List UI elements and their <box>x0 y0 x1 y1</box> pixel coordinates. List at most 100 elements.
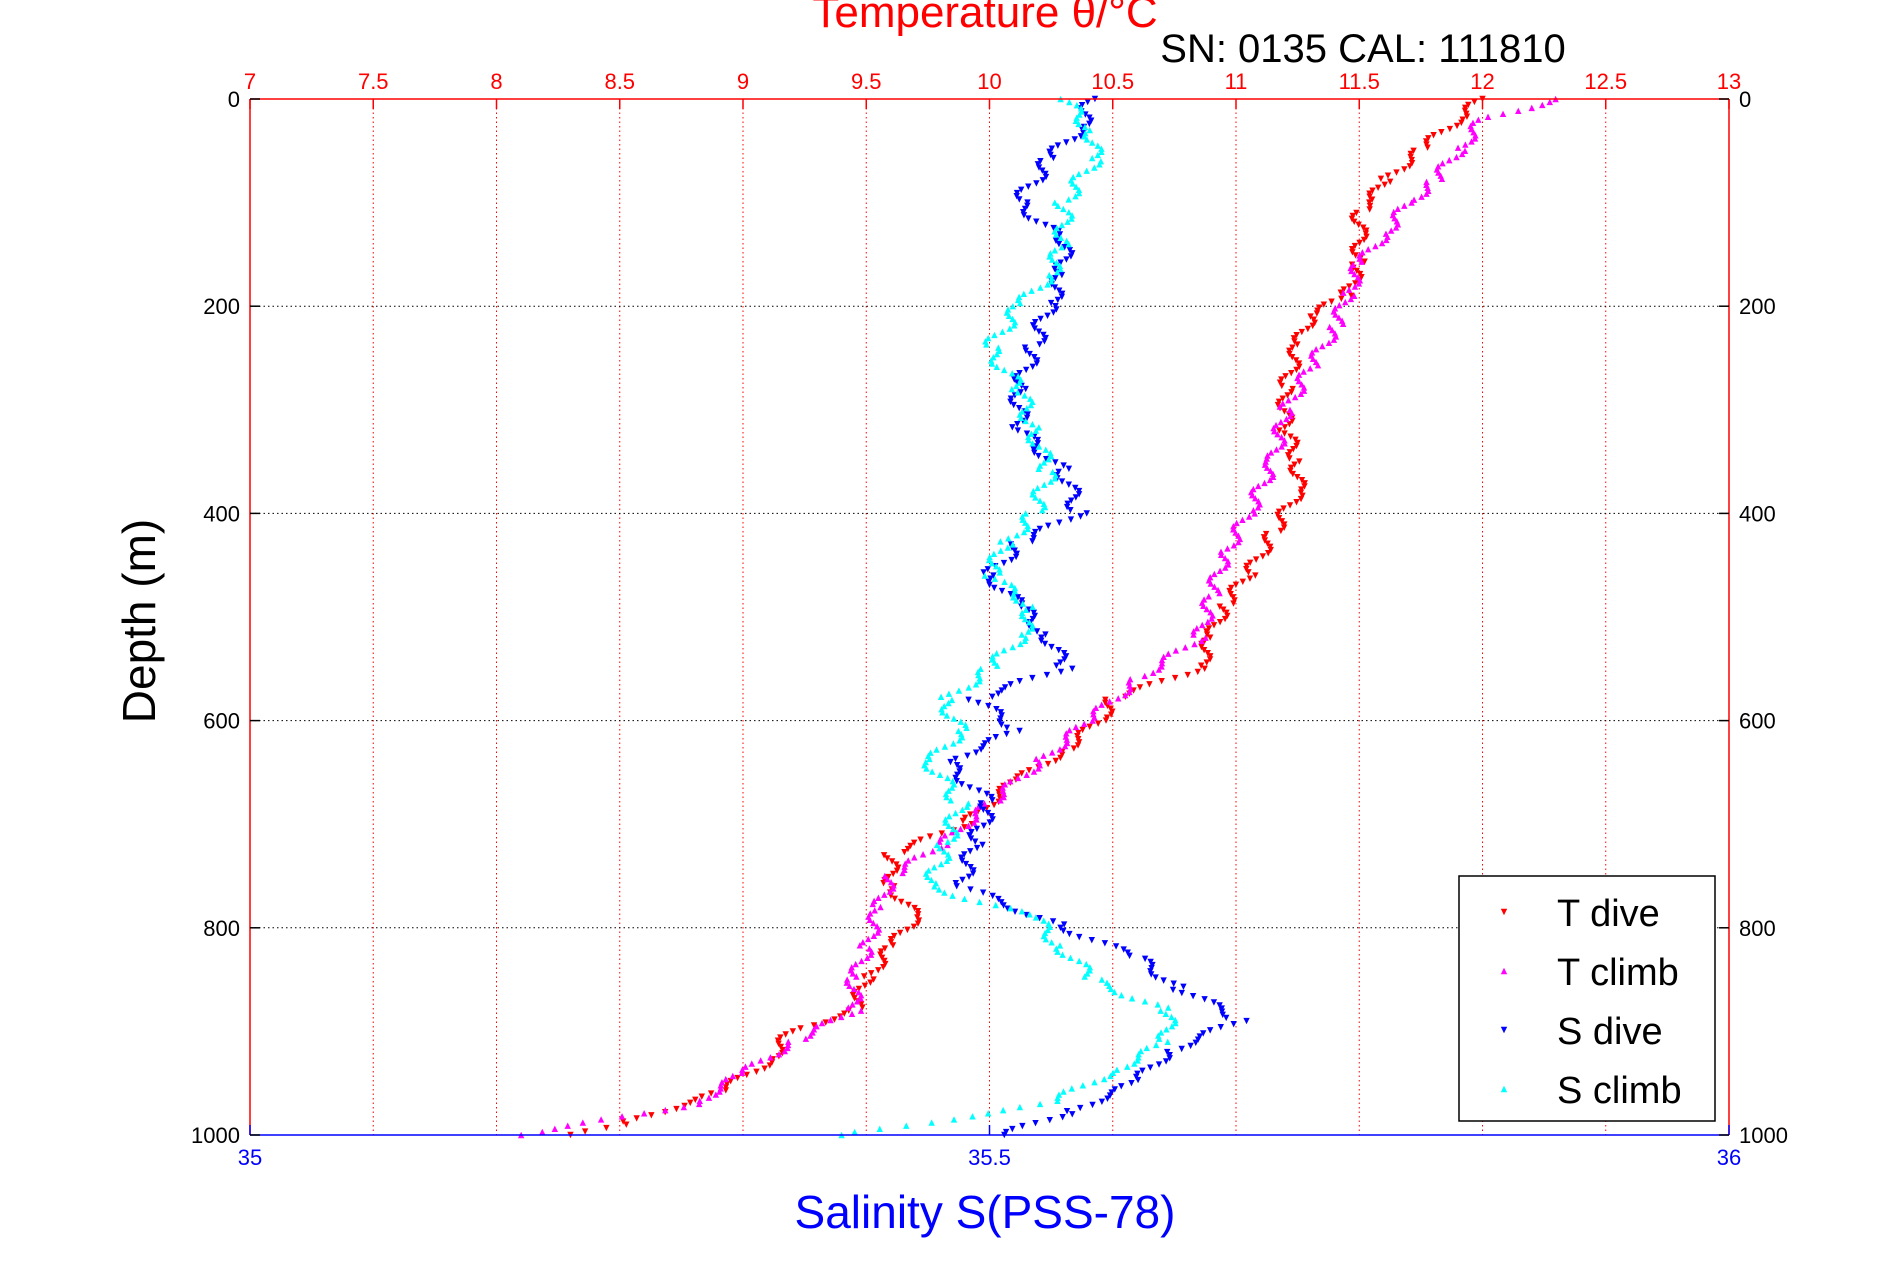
data-point <box>989 892 996 900</box>
data-point <box>1089 1101 1096 1109</box>
data-point <box>1286 455 1293 462</box>
data-point <box>991 575 999 582</box>
data-point <box>996 566 1003 573</box>
data-point <box>919 851 927 858</box>
bottom-tick-label: 36 <box>1717 1145 1741 1170</box>
data-point <box>1252 556 1260 563</box>
top-tick-label: 11.5 <box>1339 69 1380 94</box>
data-point <box>1052 275 1059 282</box>
data-point <box>1289 470 1297 478</box>
data-point <box>551 1125 559 1132</box>
data-point <box>1042 631 1049 638</box>
data-point <box>1016 196 1023 203</box>
data-point <box>1044 281 1051 288</box>
data-point <box>1191 640 1198 648</box>
data-point <box>965 873 973 880</box>
data-point <box>1289 354 1296 361</box>
data-point <box>848 1010 856 1017</box>
data-point <box>1057 265 1064 273</box>
data-point <box>1014 420 1021 428</box>
data-point <box>1054 948 1061 955</box>
data-point <box>1203 659 1210 666</box>
data-point <box>928 876 935 884</box>
data-point <box>1210 622 1218 629</box>
data-point <box>1309 322 1316 330</box>
data-point <box>1014 774 1022 782</box>
data-point <box>1243 1017 1250 1025</box>
data-point <box>1032 914 1040 921</box>
data-point <box>1406 163 1413 170</box>
data-point <box>1232 581 1240 589</box>
data-point <box>1281 440 1288 447</box>
data-point <box>1065 465 1073 472</box>
data-point <box>1351 283 1359 290</box>
data-point <box>831 1016 838 1023</box>
data-point <box>898 898 905 906</box>
data-point <box>973 816 980 823</box>
data-point <box>1326 323 1333 331</box>
data-point <box>1172 1019 1179 1027</box>
data-point <box>889 942 897 949</box>
data-point <box>1178 989 1186 997</box>
data-point <box>1124 1063 1131 1070</box>
data-point <box>891 895 898 902</box>
data-point <box>1098 1098 1106 1106</box>
data-point <box>870 919 877 927</box>
data-point <box>1184 671 1191 679</box>
data-point <box>972 838 979 845</box>
data-point <box>1079 726 1086 734</box>
data-point <box>1194 668 1201 676</box>
data-point <box>1216 603 1224 610</box>
data-point <box>948 696 956 704</box>
data-point <box>1044 312 1051 319</box>
data-point <box>985 556 993 564</box>
data-point <box>1222 564 1229 571</box>
data-point <box>973 825 981 833</box>
data-point <box>1014 389 1021 396</box>
data-point <box>1030 487 1037 495</box>
data-point <box>1039 507 1046 514</box>
data-point <box>849 1001 856 1008</box>
data-point <box>1065 481 1073 488</box>
data-point <box>1339 320 1347 328</box>
data-point <box>1018 609 1026 617</box>
data-point <box>1061 656 1068 663</box>
data-point <box>1019 516 1026 523</box>
data-point <box>851 995 858 1002</box>
data-point <box>1387 227 1395 234</box>
data-point <box>1016 379 1023 386</box>
data-point <box>973 844 981 852</box>
data-point <box>1067 954 1074 962</box>
data-point <box>1278 434 1285 441</box>
right-tick-label: 800 <box>1739 916 1776 941</box>
data-point <box>1337 289 1344 296</box>
data-point <box>953 777 960 785</box>
data-point <box>1392 224 1400 231</box>
data-point <box>1036 525 1044 533</box>
data-point <box>950 835 958 842</box>
data-point <box>1364 246 1372 253</box>
data-point <box>1361 258 1368 265</box>
data-point <box>969 1113 976 1120</box>
data-point <box>1042 456 1050 463</box>
data-point <box>871 907 878 914</box>
data-point <box>767 1054 774 1061</box>
data-point <box>846 982 853 990</box>
data-point <box>1063 503 1071 511</box>
data-point <box>965 696 972 704</box>
data-point <box>1263 464 1271 471</box>
data-point <box>1083 167 1090 174</box>
data-point <box>1281 430 1288 437</box>
right-tick-label: 200 <box>1739 294 1776 319</box>
data-point <box>1029 538 1036 545</box>
data-point <box>936 844 943 852</box>
data-point <box>1453 122 1461 130</box>
data-point <box>967 835 975 842</box>
data-point <box>887 879 895 886</box>
data-point <box>1013 531 1021 539</box>
data-point <box>869 900 876 908</box>
data-point <box>981 800 988 807</box>
data-point <box>1314 361 1322 369</box>
data-point <box>687 1099 694 1107</box>
legend-label: S dive <box>1557 1011 1663 1053</box>
